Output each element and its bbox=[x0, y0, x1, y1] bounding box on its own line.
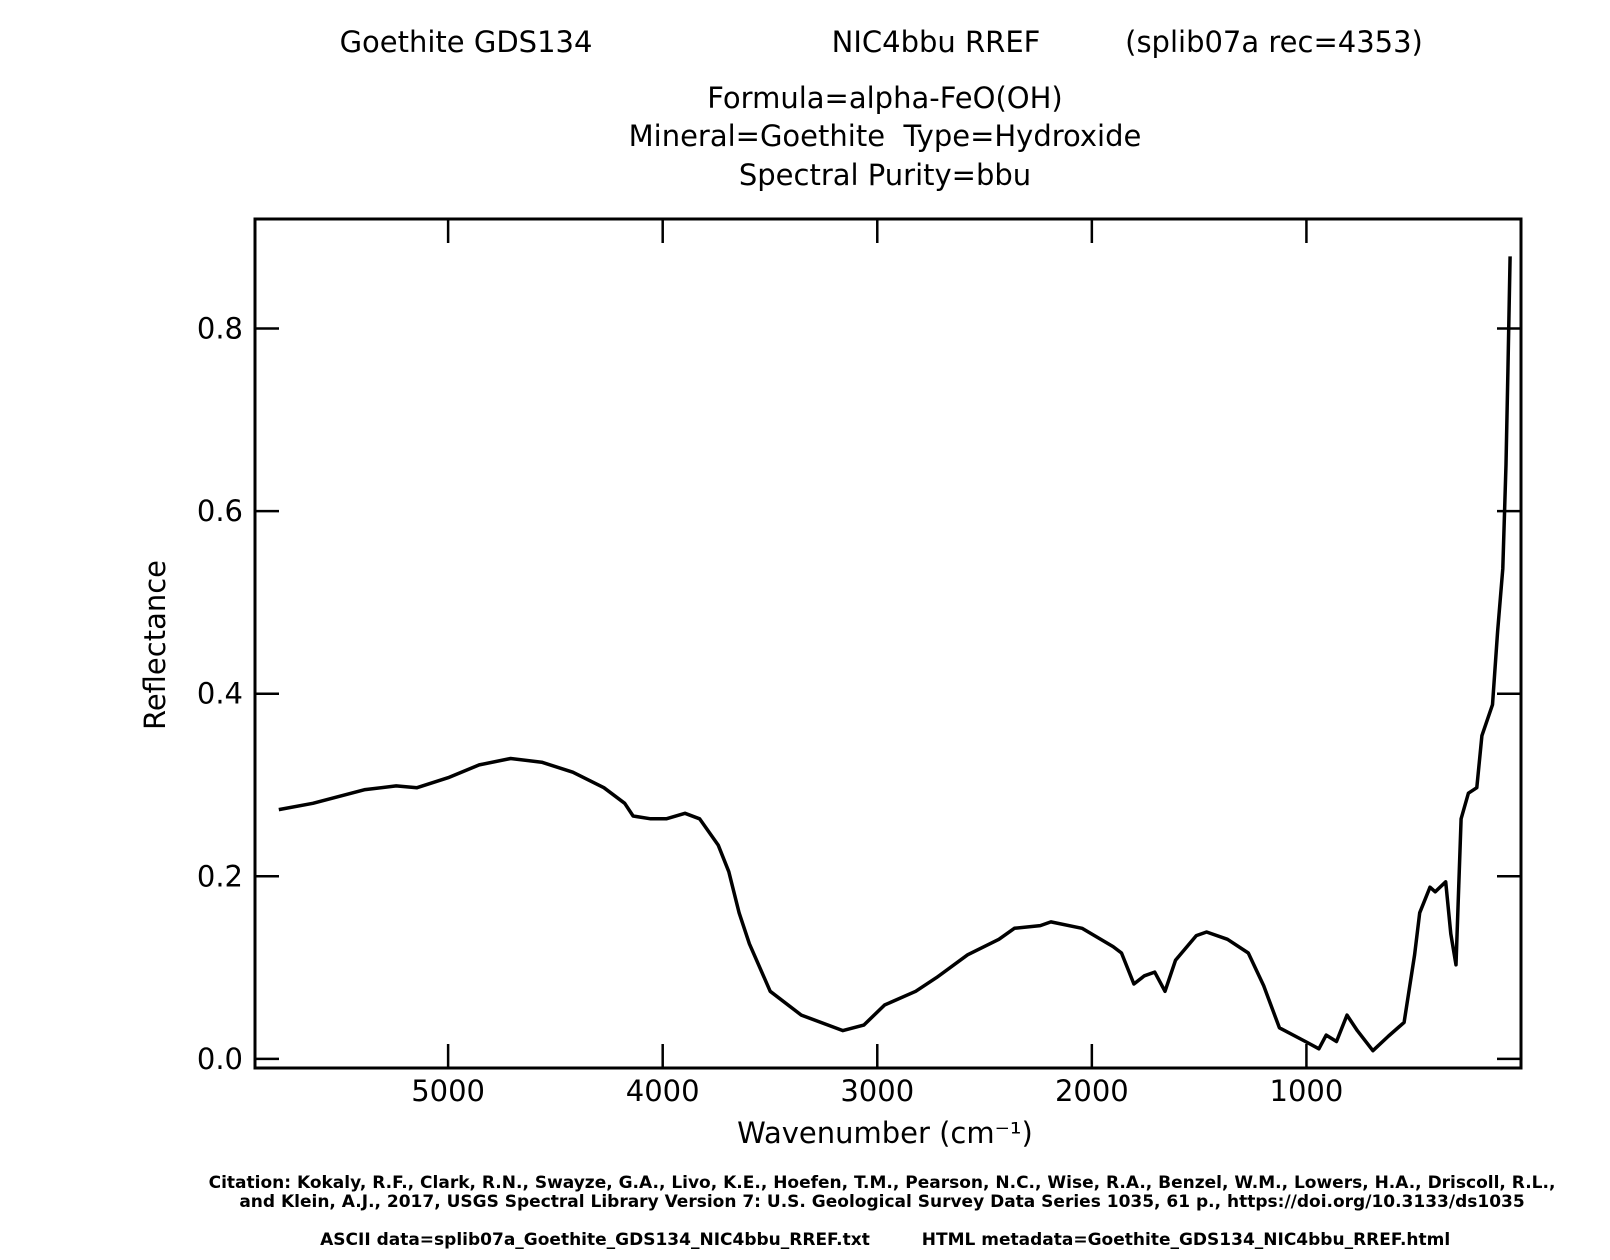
y-tick-label: 0.0 bbox=[197, 1042, 243, 1076]
mineral-type: Mineral=Goethite Type=Hydroxide bbox=[629, 119, 1142, 153]
purity: Spectral Purity=bbu bbox=[739, 158, 1031, 192]
x-tick-label: 2000 bbox=[1055, 1074, 1129, 1108]
title-library: (splib07a rec=4353) bbox=[1125, 25, 1423, 59]
title-record: NIC4bbu RREF bbox=[832, 25, 1041, 59]
y-axis-label: Reflectance bbox=[138, 560, 172, 730]
x-axis-label: Wavenumber (cm⁻¹) bbox=[737, 1116, 1033, 1150]
y-tick-label: 0.8 bbox=[197, 312, 243, 346]
citation: and Klein, A.J., 2017, USGS Spectral Lib… bbox=[239, 1192, 1524, 1212]
formula: Formula=alpha-FeO(OH) bbox=[707, 81, 1062, 115]
spectrum-line bbox=[278, 256, 1512, 1053]
x-tick-label: 4000 bbox=[626, 1074, 700, 1108]
citation: Citation: Kokaly, R.F., Clark, R.N., Swa… bbox=[209, 1173, 1556, 1193]
y-tick-label: 0.2 bbox=[197, 859, 243, 893]
x-tick-label: 1000 bbox=[1270, 1074, 1344, 1108]
x-tick-label: 5000 bbox=[411, 1074, 485, 1108]
html-metadata: HTML metadata=Goethite_GDS134_NIC4bbu_RR… bbox=[922, 1230, 1450, 1250]
plot-frame bbox=[253, 217, 1523, 1070]
x-tick-label: 3000 bbox=[840, 1074, 914, 1108]
title-sample: Goethite GDS134 bbox=[340, 25, 593, 59]
y-tick-label: 0.4 bbox=[197, 677, 243, 711]
y-tick-label: 0.6 bbox=[197, 494, 243, 528]
ascii-data: ASCII data=splib07a_Goethite_GDS134_NIC4… bbox=[320, 1230, 870, 1250]
